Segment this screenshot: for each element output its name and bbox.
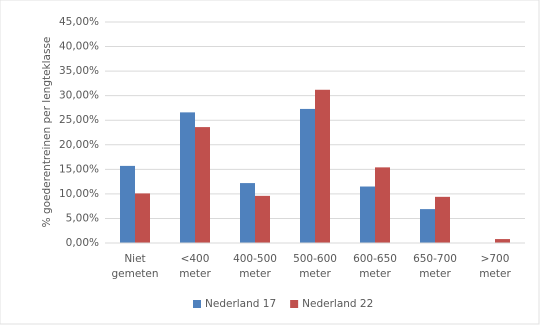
bar — [135, 193, 150, 243]
bar — [255, 195, 270, 243]
legend-swatch — [290, 300, 299, 308]
x-tick-label: meter — [479, 268, 511, 280]
legend-label: Nederland 17 — [205, 298, 276, 310]
y-tick-label: 40,00% — [59, 41, 99, 53]
y-tick-label: 35,00% — [59, 65, 99, 77]
bar — [240, 183, 255, 243]
bar — [315, 89, 330, 243]
x-tick-label: meter — [239, 268, 271, 280]
bar — [435, 196, 450, 243]
x-tick-label: gemeten — [111, 268, 158, 280]
x-tick-label: 400-500 — [233, 253, 277, 265]
y-tick-label: 45,00% — [59, 16, 99, 28]
x-tick-label: 500-600 — [293, 253, 337, 265]
y-tick-label: 10,00% — [59, 188, 99, 200]
x-tick-label: Niet — [124, 253, 145, 265]
x-tick-label: >700 — [481, 253, 510, 265]
x-tick-label: meter — [299, 268, 331, 280]
y-tick-label: 25,00% — [59, 114, 99, 126]
legend-swatch — [193, 300, 201, 308]
x-tick-label: meter — [179, 268, 211, 280]
bar — [180, 112, 195, 243]
bar — [195, 127, 210, 243]
bar — [120, 165, 135, 243]
y-tick-label: 15,00% — [59, 163, 99, 175]
y-axis-label: % goederentreinen per lengteklasse — [41, 37, 53, 228]
y-tick-label: 0,00% — [66, 237, 99, 249]
legend-label: Nederland 22 — [302, 298, 373, 310]
bar — [300, 108, 315, 243]
x-tick-label: 600-650 — [353, 253, 397, 265]
bar — [420, 209, 435, 243]
x-tick-label: 650-700 — [413, 253, 457, 265]
x-tick-label: <400 — [181, 253, 210, 265]
y-tick-label: 5,00% — [66, 212, 99, 224]
x-tick-label: meter — [419, 268, 451, 280]
bar — [495, 239, 510, 243]
bar — [360, 186, 375, 243]
y-tick-label: 20,00% — [59, 139, 99, 151]
x-tick-label: meter — [359, 268, 391, 280]
bar — [375, 167, 390, 243]
y-tick-label: 30,00% — [59, 90, 99, 102]
